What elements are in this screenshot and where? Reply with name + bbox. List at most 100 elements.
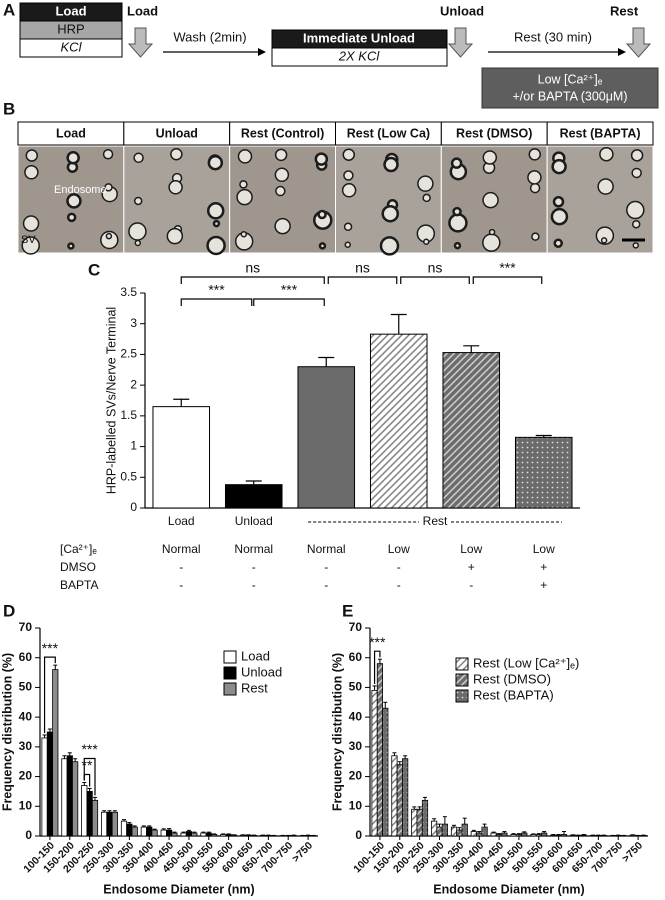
load-box-stimulus <box>19 38 123 58</box>
y-tick-label: 30 <box>349 739 363 753</box>
legend-swatch <box>223 666 237 680</box>
vesicle <box>237 149 253 164</box>
vesicle <box>25 149 39 162</box>
panel-label: A <box>3 0 15 19</box>
vesicle <box>343 170 354 181</box>
significance-bracket <box>400 276 470 284</box>
vesicle <box>531 232 540 241</box>
significance-bracket <box>180 298 253 306</box>
significance-bracket <box>253 298 325 306</box>
condition-value: - <box>324 560 328 574</box>
column-header: Rest (Low Ca) <box>347 126 430 140</box>
vesicle <box>24 165 39 180</box>
vesicle <box>274 217 291 235</box>
y-tick-label: 60 <box>349 650 363 664</box>
legend-label: Unload <box>241 664 282 679</box>
down-arrow <box>625 27 652 58</box>
down-arrow <box>127 27 154 58</box>
bar <box>560 834 568 837</box>
bar <box>72 761 79 837</box>
significance-label: ns <box>245 260 260 276</box>
condition-value: - <box>179 578 183 592</box>
vesicle <box>343 222 353 232</box>
bar <box>371 690 378 837</box>
bar <box>521 832 528 837</box>
vesicle <box>452 206 462 217</box>
y-tick-label: 10 <box>19 798 33 812</box>
x-tick-label: Load <box>168 514 195 528</box>
y-tick-label: 0 <box>25 828 32 842</box>
vesicle <box>453 241 462 250</box>
y-tick-label: 30 <box>19 739 33 753</box>
rest-box-line: +/or BAPTA (300μM) <box>513 89 628 103</box>
bar <box>580 834 587 837</box>
bar <box>225 834 232 837</box>
vesicle <box>600 237 608 244</box>
column-header: Unload <box>156 126 198 140</box>
unload-box-stimulus-text: 2X KCl <box>338 48 381 63</box>
bar <box>461 823 468 837</box>
bar <box>131 826 138 837</box>
bar <box>91 799 99 837</box>
vesicle <box>206 235 226 256</box>
bar <box>441 823 448 837</box>
condition-value: - <box>397 560 401 574</box>
y-tick-label: 3 <box>130 316 137 330</box>
bar <box>259 835 267 837</box>
bar <box>600 835 607 837</box>
bar <box>382 707 389 837</box>
vesicle <box>134 239 142 247</box>
bar <box>456 829 463 837</box>
vesicle <box>342 148 356 161</box>
panel-a: A Load HRP KCl Load Wash (2min) Immediat… <box>3 0 659 109</box>
condition-value: + <box>468 560 475 574</box>
vesicle <box>22 215 40 232</box>
bar <box>396 764 403 837</box>
vesicle <box>552 196 565 208</box>
bar <box>180 832 187 837</box>
bar <box>476 832 483 837</box>
bar <box>450 826 458 837</box>
bar <box>402 758 409 837</box>
significance-label: *** <box>208 282 225 298</box>
wash-label: Wash (2min) <box>173 29 246 44</box>
vesicle <box>166 227 184 245</box>
vesicle <box>206 202 225 220</box>
condition-value: Normal <box>234 542 273 556</box>
vesicle <box>67 242 75 250</box>
vesicle <box>482 150 498 165</box>
condition-value: - <box>179 560 183 574</box>
y-axis-label: Frequency distribution (%) <box>0 653 14 811</box>
bar <box>52 669 59 837</box>
vesicle <box>102 149 114 160</box>
column-header-box <box>546 121 654 146</box>
rest-box-line: Low [Ca²⁺]ₑ <box>538 72 603 86</box>
significance-label: *** <box>281 282 298 298</box>
y-tick-label: 20 <box>349 769 363 783</box>
significance-bracket <box>327 276 398 284</box>
condition-value: Low <box>460 542 482 556</box>
panel-label: D <box>3 601 15 620</box>
panel-b: B Load Unload Rest (Control) Rest (Low Ca) R… <box>3 99 654 256</box>
vesicle <box>626 200 645 220</box>
bar <box>140 826 147 837</box>
condition-value: - <box>252 560 256 574</box>
bar <box>575 835 582 837</box>
bar <box>165 829 173 837</box>
annotation: SV <box>21 234 36 246</box>
legend-swatch <box>223 682 237 696</box>
y-axis-label: HRP-labelled SVs/Nerve Terminal <box>104 307 118 494</box>
bar <box>297 366 356 509</box>
vesicle <box>551 158 567 175</box>
x-tick-label: Unload <box>235 514 273 528</box>
legend-swatch <box>455 689 469 703</box>
bar <box>224 484 283 509</box>
vesicle <box>630 149 644 162</box>
y-tick-label: 40 <box>349 709 363 723</box>
condition-name: [Ca²⁺]ₑ <box>60 542 97 556</box>
y-tick-label: 10 <box>349 798 363 812</box>
vesicle <box>595 226 615 245</box>
bar <box>290 835 297 837</box>
y-tick-label: 40 <box>19 709 33 723</box>
legend-swatch <box>223 650 237 664</box>
